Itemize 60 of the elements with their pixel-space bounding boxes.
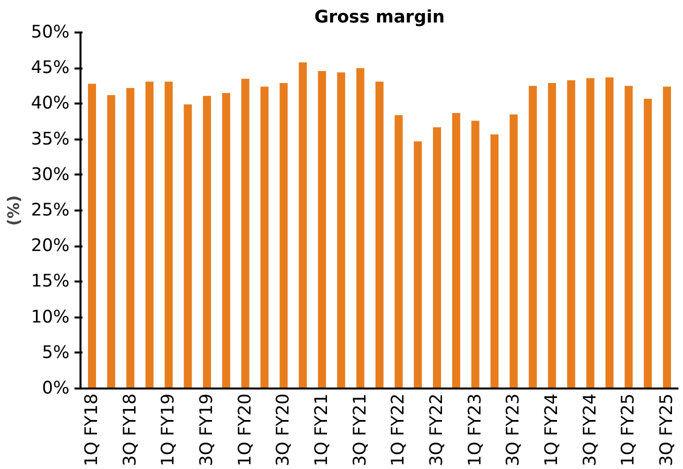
bar bbox=[280, 83, 288, 388]
x-tick-label: 1Q FY18 bbox=[82, 393, 102, 466]
bar bbox=[88, 84, 96, 388]
y-tick-label: 15% bbox=[30, 272, 70, 292]
bar bbox=[375, 82, 384, 388]
bar bbox=[241, 78, 250, 388]
bar bbox=[222, 93, 230, 388]
x-tick-label: 1Q FY19 bbox=[158, 393, 179, 466]
y-tick-label: 10% bbox=[30, 307, 70, 328]
bar bbox=[260, 86, 269, 388]
x-tick-label: 3Q FY23 bbox=[504, 393, 524, 466]
bar bbox=[586, 78, 594, 388]
bar bbox=[184, 104, 192, 388]
bar bbox=[644, 98, 652, 388]
x-tick-label: 3Q FY24 bbox=[580, 393, 600, 466]
x-tick-label: 1Q FY21 bbox=[312, 393, 332, 466]
x-tick-label: 1Q FY25 bbox=[618, 393, 639, 466]
y-tick-label: 35% bbox=[30, 129, 70, 150]
x-tick-label: 3Q FY18 bbox=[120, 393, 140, 466]
bar bbox=[298, 62, 307, 388]
y-tick-label: 20% bbox=[30, 236, 70, 256]
x-tick-label: 1Q FY24 bbox=[542, 393, 562, 466]
chart-title: Gross margin bbox=[314, 8, 445, 28]
bar bbox=[337, 72, 346, 388]
bar bbox=[452, 112, 460, 388]
bar bbox=[318, 70, 326, 388]
bar bbox=[432, 127, 442, 388]
bar bbox=[605, 77, 614, 388]
bar bbox=[126, 88, 134, 388]
y-tick-label: 45% bbox=[30, 58, 70, 78]
bar bbox=[202, 96, 212, 388]
y-tick-label: 50% bbox=[30, 22, 70, 42]
y-axis-title: (%) bbox=[4, 195, 23, 226]
bar bbox=[624, 86, 633, 388]
x-tick-label: 1Q FY22 bbox=[388, 393, 409, 466]
bar bbox=[490, 134, 499, 388]
y-tick-label: 5% bbox=[42, 342, 70, 363]
x-tick-label: 1Q FY23 bbox=[465, 393, 486, 466]
bar bbox=[164, 82, 173, 388]
bar bbox=[662, 86, 672, 388]
bar bbox=[356, 68, 364, 388]
y-tick-label: 0% bbox=[42, 378, 70, 398]
bar bbox=[528, 86, 537, 388]
bar bbox=[145, 82, 154, 388]
x-tick-label: 3Q FY20 bbox=[274, 393, 294, 466]
bar bbox=[548, 83, 556, 388]
x-tick-label: 3Q FY19 bbox=[197, 393, 217, 466]
x-tick-label: 3Q FY25 bbox=[657, 393, 677, 466]
bar bbox=[510, 114, 518, 388]
x-tick-label: 3Q FY22 bbox=[427, 393, 447, 466]
y-tick-label: 25% bbox=[30, 200, 70, 220]
bar bbox=[414, 141, 422, 388]
bar bbox=[394, 115, 403, 388]
bar bbox=[107, 95, 116, 388]
y-tick-label: 30% bbox=[30, 164, 70, 185]
x-tick-label: 3Q FY21 bbox=[350, 393, 370, 466]
bar bbox=[567, 80, 576, 388]
x-tick-label: 1Q FY20 bbox=[235, 393, 256, 466]
y-tick-label: 40% bbox=[30, 94, 70, 114]
bar bbox=[471, 120, 480, 388]
